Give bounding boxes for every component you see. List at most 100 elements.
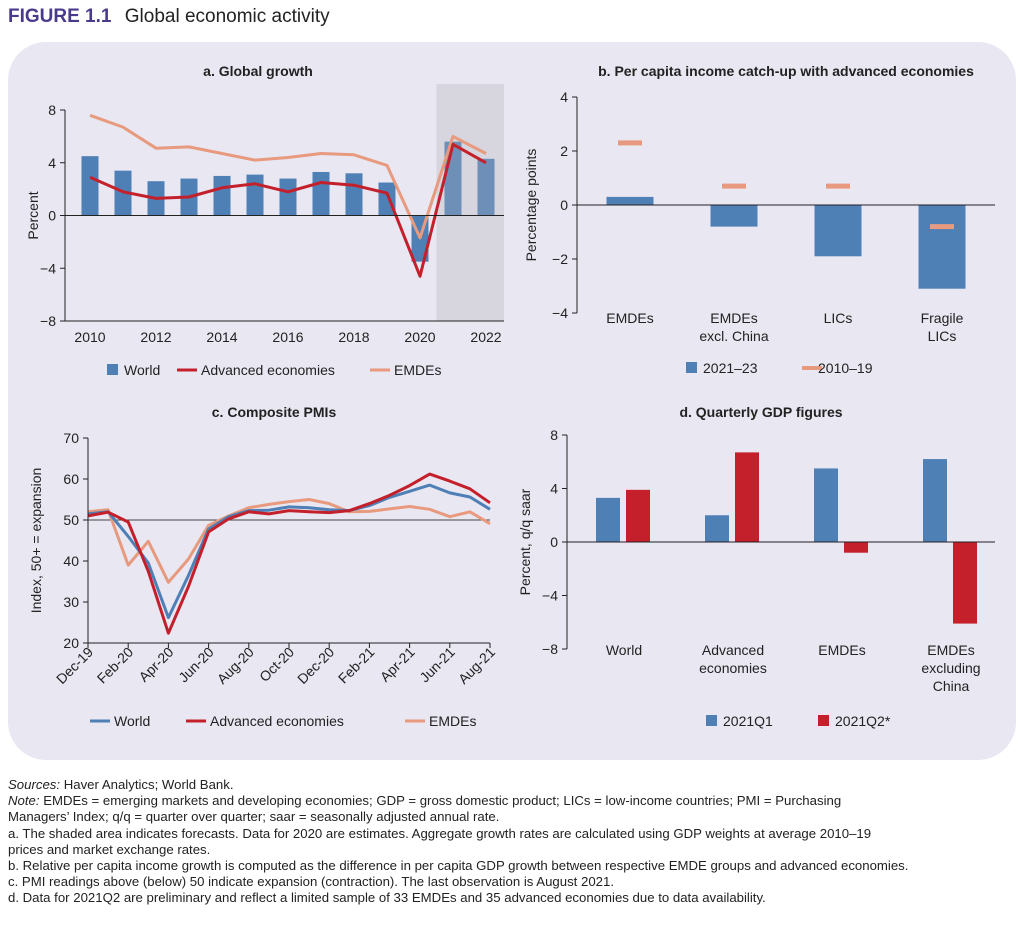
panel-a-x-tick-label: 2012 — [140, 329, 171, 345]
panel-d-bar-2021q1 — [705, 515, 729, 542]
panel-b-y-tick-label: 0 — [560, 197, 568, 213]
panel-c-x-tick-label: Jun-21 — [416, 644, 458, 686]
panel-c-x-tick-label: Feb-20 — [94, 644, 137, 687]
panel-c-line-emdes — [87, 498, 491, 584]
panel-d-legend-label: 2021Q2* — [835, 713, 891, 729]
panel-d-legend-swatch — [818, 715, 829, 726]
sources-label: Sources: — [8, 777, 61, 792]
panel-c-title: c. Composite PMIs — [212, 404, 337, 420]
panel-a-y-label: Percent — [25, 191, 41, 239]
panel-b-marker-2010-19 — [722, 183, 746, 189]
panel-c-x-tick-label: Apr-21 — [377, 644, 418, 685]
panel-b-legend-label: 2021–23 — [703, 360, 758, 376]
panel-b-y-tick-label: −4 — [552, 305, 568, 321]
panel-c-y-tick-label: 40 — [63, 553, 79, 569]
panel-b-bar-2021-23 — [606, 196, 654, 205]
note-d: d. Data for 2021Q2 are preliminary and r… — [8, 890, 766, 906]
panel-b-marker-2010-19 — [618, 140, 642, 146]
note-line: Note: EMDEs = emerging markets and devel… — [8, 793, 1016, 809]
panel-d-y-tick-label: 0 — [550, 534, 558, 550]
panel-a-bar-world — [81, 156, 99, 216]
panel-d-bar-2021q1 — [814, 468, 838, 542]
panel-c-x-tick-label: Aug-20 — [214, 644, 257, 687]
panel-b-bar-2021-23 — [710, 205, 758, 227]
panel-a-line-advanced — [89, 142, 487, 278]
panel-d-category-label: excluding — [921, 660, 980, 676]
note-b: b. Relative per capita income growth is … — [8, 858, 909, 874]
panel-d-category-label: economies — [699, 660, 767, 676]
note-c: c. PMI readings above (below) 50 indicat… — [8, 874, 614, 890]
note-a-1: a. The shaded area indicates forecasts. … — [8, 825, 872, 841]
panel-d-y-tick-label: 8 — [550, 427, 558, 443]
panel-c-legend-label: World — [114, 713, 150, 729]
panel-b-category-label: excl. China — [699, 328, 768, 344]
panel-b-category-label: LICs — [928, 328, 957, 344]
note-text: EMDEs = emerging markets and developing … — [43, 793, 842, 809]
panel-a-title: a. Global growth — [203, 63, 313, 79]
panel-d-legend-label: 2021Q1 — [723, 713, 773, 729]
panel-a-bar-world — [312, 171, 330, 216]
panel-a-x-tick-label: 2018 — [338, 329, 369, 345]
panel-a-bar-world — [246, 174, 264, 216]
panel-b-y-label: Percentage points — [523, 149, 539, 262]
panel-a-line-emdes — [89, 113, 487, 240]
panel-a-legend-label: World — [124, 362, 160, 378]
panel-c-x-tick-label: Dec-20 — [294, 644, 337, 687]
panel-d-y-tick-label: −8 — [542, 641, 558, 657]
panel-b-legend-label: 2010–19 — [818, 360, 873, 376]
panel-c-y-tick-label: 50 — [63, 512, 79, 528]
panel-d-category-label: Advanced — [702, 642, 764, 658]
panel-a-x-tick-label: 2022 — [470, 329, 501, 345]
panel-d-category-label: China — [933, 678, 970, 694]
panel-d-category-label: EMDEs — [927, 642, 974, 658]
panel-a-legend-label: EMDEs — [394, 362, 441, 378]
panel-a-x-tick-label: 2020 — [404, 329, 435, 345]
panel-d-legend-swatch — [706, 715, 717, 726]
panel-b-category-label: EMDEs — [606, 310, 653, 326]
panel-a-y-tick-label: 4 — [48, 155, 56, 171]
note-a-2: prices and market exchange rates. — [8, 841, 211, 857]
panel-a-bar-world — [279, 178, 297, 216]
panel-d-bar-2021q2 — [844, 542, 868, 553]
panel-c-x-tick-label: Jun-20 — [175, 644, 217, 686]
panel-d-title: d. Quarterly GDP figures — [679, 404, 842, 420]
figure-label: FIGURE 1.1 — [8, 6, 112, 27]
panel-d-bar-2021q2 — [953, 542, 977, 624]
panel-d-bar-2021q2 — [626, 489, 650, 542]
panel-b-category-label: EMDEs — [710, 310, 757, 326]
panel-a-x-tick-label: 2010 — [74, 329, 105, 345]
panel-c-x-tick-label: Feb-21 — [335, 644, 378, 687]
panel-c-y-tick-label: 20 — [63, 635, 79, 651]
panel-d-category-label: EMDEs — [818, 642, 865, 658]
panel-a-y-tick-label: 0 — [48, 208, 56, 224]
panel-d-category-label: World — [606, 642, 642, 658]
panel-b-y-tick-label: −2 — [552, 251, 568, 267]
panel-a-y-tick-label: −8 — [40, 313, 56, 329]
panel-a-x-tick-label: 2014 — [206, 329, 237, 345]
panel-c-x-tick-label: Aug-21 — [455, 644, 498, 687]
panel-c-y-label: Index, 50+ = expansion — [28, 468, 44, 614]
panel-c-y-tick-label: 60 — [63, 471, 79, 487]
panel-a-y-tick-label: 8 — [48, 102, 56, 118]
chart-panel-background — [8, 42, 1016, 760]
panel-b-y-tick-label: 4 — [560, 89, 568, 105]
panel-c-line-world — [87, 483, 491, 620]
sources-text: Haver Analytics; World Bank. — [63, 777, 234, 792]
panel-d-bar-2021q2 — [735, 452, 759, 542]
note-line-2: Managers’ Index; q/q = quarter over quar… — [8, 809, 500, 825]
figure-title-text: Global economic activity — [124, 6, 330, 27]
panel-a-y-tick-label: −4 — [40, 260, 56, 276]
panel-b-bar-2021-23 — [814, 205, 862, 257]
panel-c-line-advanced — [87, 472, 491, 635]
panel-c-y-tick-label: 70 — [63, 430, 79, 446]
sources-line: Sources: Haver Analytics; World Bank. — [8, 777, 1016, 793]
panel-a-bar-world — [213, 175, 231, 216]
panel-c-legend-label: EMDEs — [429, 713, 476, 729]
panel-d-y-tick-label: 4 — [550, 481, 558, 497]
panel-c-x-tick-label: Apr-20 — [135, 644, 176, 685]
panel-d-bar-2021q1 — [923, 459, 947, 542]
figure-title: FIGURE 1.1 Global economic activity — [8, 6, 330, 28]
panel-b-category-label: Fragile — [921, 310, 964, 326]
panel-b-y-tick-label: 2 — [560, 143, 568, 159]
